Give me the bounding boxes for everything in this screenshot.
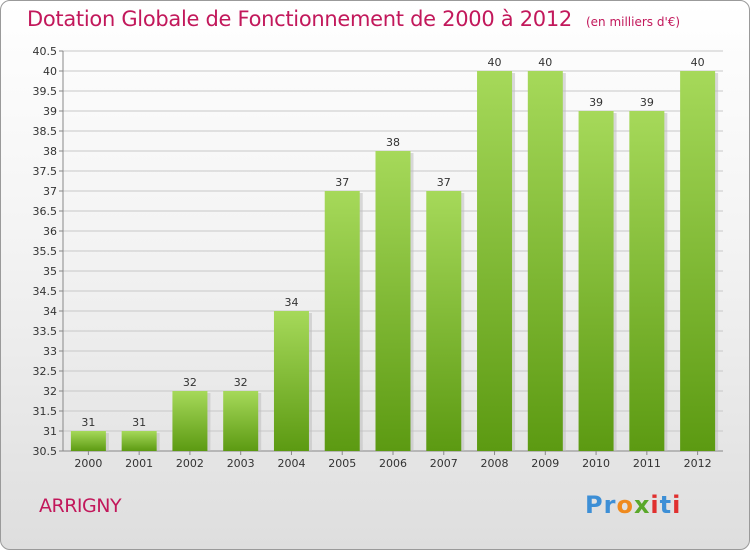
logo-letter: r bbox=[603, 491, 617, 519]
chart-unit: (en milliers d'€) bbox=[585, 15, 681, 29]
x-tick-label: 2003 bbox=[227, 457, 255, 470]
x-tick-label: 2010 bbox=[582, 457, 610, 470]
y-tick-label: 32.5 bbox=[33, 365, 58, 378]
bar-value-label: 39 bbox=[589, 96, 603, 109]
y-tick-label: 36.5 bbox=[33, 205, 58, 218]
y-tick-label: 33.5 bbox=[33, 325, 58, 338]
bar bbox=[578, 111, 614, 451]
y-tick-label: 38.5 bbox=[33, 125, 58, 138]
x-tick-label: 2000 bbox=[74, 457, 102, 470]
y-tick-label: 35.5 bbox=[33, 245, 58, 258]
bar bbox=[375, 151, 411, 451]
y-tick-label: 38 bbox=[43, 145, 57, 158]
x-tick-label: 2011 bbox=[633, 457, 661, 470]
bar-value-label: 39 bbox=[640, 96, 654, 109]
bar bbox=[324, 191, 360, 451]
y-tick-label: 40 bbox=[43, 65, 57, 78]
logo-letter: o bbox=[616, 491, 634, 519]
y-tick-label: 34 bbox=[43, 305, 57, 318]
x-tick-label: 2004 bbox=[277, 457, 305, 470]
bar-value-label: 32 bbox=[234, 376, 248, 389]
y-tick-label: 39 bbox=[43, 105, 57, 118]
y-tick-label: 31 bbox=[43, 425, 57, 438]
y-tick-label: 31.5 bbox=[33, 405, 58, 418]
bar bbox=[172, 391, 208, 451]
y-tick-label: 37.5 bbox=[33, 165, 58, 178]
labels: 30.5 31 31.5 32 32.5 33 33.5 34 34.5 35 35.5 36 36.5… bbox=[33, 45, 712, 470]
x-tick-label: 2006 bbox=[379, 457, 407, 470]
bar bbox=[121, 431, 157, 451]
bar bbox=[629, 111, 665, 451]
bar-value-label: 40 bbox=[691, 56, 705, 69]
bar bbox=[477, 71, 513, 451]
proxiti-logo: Proxiti bbox=[585, 491, 681, 519]
y-tick-label: 37 bbox=[43, 185, 57, 198]
x-tick-label: 2007 bbox=[430, 457, 458, 470]
bar bbox=[680, 71, 716, 451]
bar-value-label: 31 bbox=[81, 416, 95, 429]
commune-name: ARRIGNY bbox=[39, 495, 122, 517]
bar bbox=[223, 391, 259, 451]
bar-value-label: 40 bbox=[538, 56, 552, 69]
bar-value-label: 34 bbox=[284, 296, 298, 309]
y-tick-label: 30.5 bbox=[33, 445, 58, 458]
x-tick-label: 2012 bbox=[684, 457, 712, 470]
y-tick-label: 33 bbox=[43, 345, 57, 358]
y-tick-label: 34.5 bbox=[33, 285, 58, 298]
y-tick-label: 35 bbox=[43, 265, 57, 278]
bar-value-label: 37 bbox=[335, 176, 349, 189]
chart-title: Dotation Globale de Fonctionnement de 20… bbox=[27, 7, 680, 31]
logo-letter: i bbox=[650, 491, 660, 519]
y-tick-label: 39.5 bbox=[33, 85, 58, 98]
bar-value-label: 40 bbox=[488, 56, 502, 69]
bar bbox=[70, 431, 106, 451]
chart-title-text: Dotation Globale de Fonctionnement de 20… bbox=[27, 7, 572, 31]
bars bbox=[70, 71, 719, 451]
y-tick-label: 40.5 bbox=[33, 45, 58, 58]
x-tick-label: 2001 bbox=[125, 457, 153, 470]
bar-value-label: 31 bbox=[132, 416, 146, 429]
bar bbox=[273, 311, 309, 451]
bar-value-label: 37 bbox=[437, 176, 451, 189]
logo-letter: P bbox=[585, 491, 604, 519]
x-tick-label: 2009 bbox=[531, 457, 559, 470]
y-tick-label: 36 bbox=[43, 225, 57, 238]
bar-value-label: 32 bbox=[183, 376, 197, 389]
x-tick-label: 2008 bbox=[481, 457, 509, 470]
bar-value-label: 38 bbox=[386, 136, 400, 149]
x-tick-label: 2002 bbox=[176, 457, 204, 470]
logo-letter: i bbox=[672, 491, 682, 519]
logo-letter: t bbox=[659, 491, 673, 519]
logo-letter: x bbox=[633, 491, 651, 519]
bar bbox=[527, 71, 563, 451]
x-tick-label: 2005 bbox=[328, 457, 356, 470]
y-tick-label: 32 bbox=[43, 385, 57, 398]
bar bbox=[426, 191, 462, 451]
